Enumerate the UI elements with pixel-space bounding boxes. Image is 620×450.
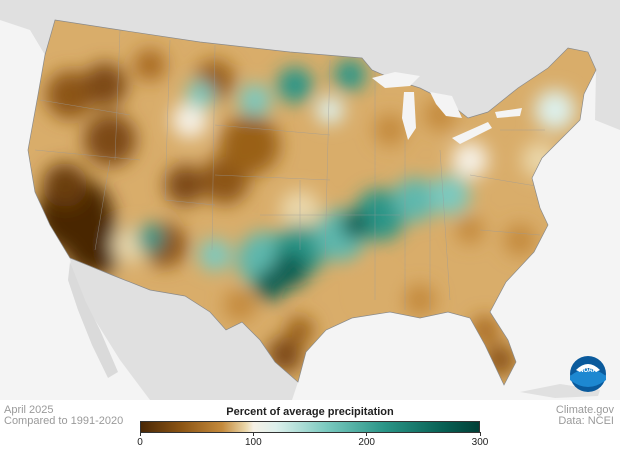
precipitation-patch (239, 84, 271, 116)
precipitation-patch (535, 90, 575, 130)
lake-huron (430, 92, 462, 118)
state-boundary (439, 149, 451, 301)
precipitation-patch (186, 81, 214, 109)
legend-tick-mark (479, 432, 481, 436)
source-label: Data: NCEI (558, 415, 614, 427)
precipitation-patch (254, 269, 286, 301)
lake-ontario (495, 108, 522, 118)
precipitation-patch (83, 63, 127, 107)
precipitation-patch (277, 67, 313, 103)
legend-colorbar (140, 421, 480, 433)
lake-michigan (402, 92, 416, 140)
us-outline (27, 19, 597, 386)
state-boundary (34, 149, 141, 161)
state-boundary (114, 29, 121, 161)
lake-erie (452, 122, 492, 144)
state-boundary (479, 229, 541, 236)
noaa-logo: NOAA (570, 356, 606, 392)
state-boundary (214, 124, 331, 136)
precipitation-patch (172, 102, 208, 138)
baja-peninsula (68, 262, 118, 378)
precipitation-patch (65, 215, 125, 275)
legend-title: Percent of average precipitation (226, 406, 394, 418)
legend-tick-mark (252, 432, 254, 436)
precipitation-patch (430, 175, 470, 215)
precipitation-patch (84, 114, 136, 166)
legend-tick-mark (139, 432, 141, 436)
canada-land (0, 0, 620, 130)
precipitation-patch (504, 224, 536, 256)
precipitation-patch (165, 165, 205, 205)
precipitation-patch (341, 211, 369, 239)
state-boundary (214, 174, 331, 181)
precipitation-patch (134, 49, 166, 81)
precipitation-patch (456, 216, 484, 244)
lake-superior (372, 72, 420, 88)
precipitation-patch (224, 289, 256, 321)
legend-tick-label: 100 (244, 437, 262, 448)
precipitation-patch (393, 178, 437, 222)
state-boundary (211, 44, 216, 251)
precipitation-patch (199, 239, 231, 271)
precipitation-patch (374, 114, 406, 146)
precipitation-patch (220, 115, 280, 175)
state-boundary (324, 59, 331, 261)
mexico-land (70, 258, 298, 400)
precipitation-patch (43, 163, 87, 207)
noaa-logo-text: NOAA (579, 368, 597, 374)
precipitation-patch (334, 59, 366, 91)
state-boundary (39, 99, 131, 116)
legend-tick-label: 300 (471, 437, 489, 448)
state-boundary (164, 199, 216, 206)
precipitation-patch (136, 224, 164, 252)
state-boundary (164, 39, 171, 201)
baseline-label: Compared to 1991-2020 (4, 415, 124, 427)
legend-tick-label: 200 (358, 437, 375, 448)
state-boundaries (34, 29, 561, 310)
precipitation-patch (404, 284, 436, 316)
precipitation-patch (452, 142, 488, 178)
precipitation-patch (286, 316, 314, 344)
precipitation-map: NOAA (0, 0, 620, 400)
credit-label: Climate.gov (555, 404, 614, 416)
legend-tick-mark (366, 432, 368, 436)
legend-tick-label: 0 (137, 437, 143, 448)
precipitation-patch (316, 96, 344, 124)
date-label: April 2025 (4, 404, 54, 416)
state-boundary (94, 159, 111, 251)
